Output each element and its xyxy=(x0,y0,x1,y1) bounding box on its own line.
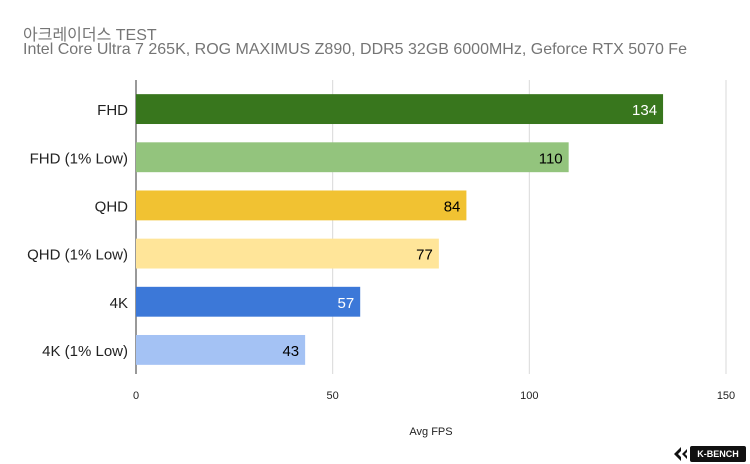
bar-value-label: 43 xyxy=(282,343,299,360)
y-category-label: QHD (1% Low) xyxy=(27,247,128,264)
x-tick-label: 50 xyxy=(327,390,339,402)
bar-value-label: 84 xyxy=(444,198,461,215)
bar xyxy=(136,190,467,221)
bar xyxy=(136,286,361,317)
bar-value-label: 57 xyxy=(338,295,355,312)
x-axis-label: Avg FPS xyxy=(409,426,453,438)
bar-value-label: 110 xyxy=(539,150,563,167)
bar xyxy=(136,142,569,173)
bar-value-label: 77 xyxy=(416,247,433,264)
y-category-label: FHD xyxy=(97,102,128,119)
bar-value-label: 134 xyxy=(632,102,657,119)
bar xyxy=(136,94,664,125)
x-tick-label: 0 xyxy=(133,390,139,402)
y-category-label: 4K (1% Low) xyxy=(42,343,128,360)
y-category-label: FHD (1% Low) xyxy=(30,150,128,167)
x-tick-label: 150 xyxy=(717,390,735,402)
bar xyxy=(136,238,439,269)
kbench-logo: K-BENCH xyxy=(674,446,746,462)
logo-text: K-BENCH xyxy=(697,449,739,459)
y-category-label: 4K xyxy=(110,295,128,312)
bar xyxy=(136,334,306,365)
chart-title: 아크레이더스 TEST xyxy=(23,27,157,44)
chart-subtitle: Intel Core Ultra 7 265K, ROG MAXIMUS Z89… xyxy=(23,41,687,58)
x-tick-label: 100 xyxy=(520,390,538,402)
y-category-label: QHD xyxy=(95,198,129,215)
